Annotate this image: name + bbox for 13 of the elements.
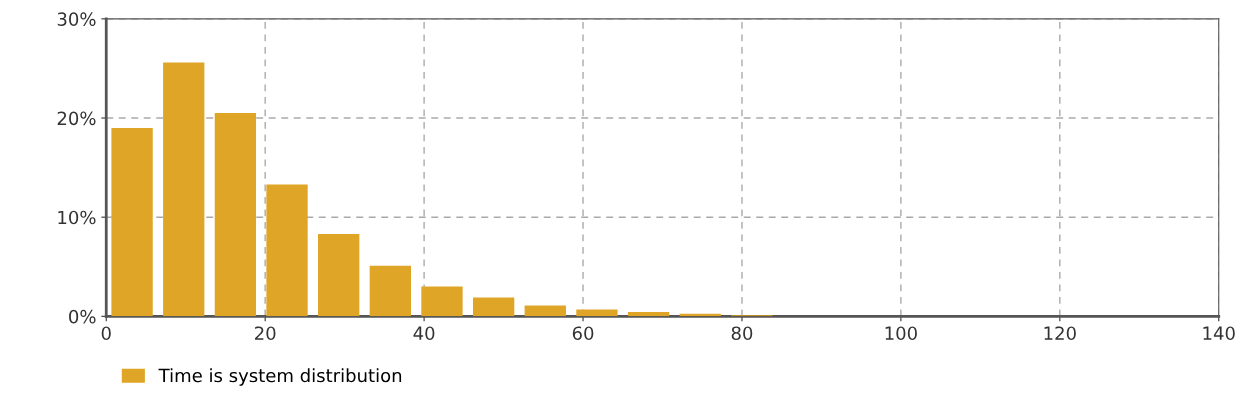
x-tick-label: 100 [885,326,917,341]
x-tick-label: 120 [1044,326,1076,341]
y-tick-label: 10% [58,210,96,225]
y-tick-label: 30% [57,12,96,26]
legend-label: Time is system distribution [158,368,402,386]
y-tick-label: 20% [57,111,96,126]
x-tick-label: 40 [413,326,435,341]
x-tick-label: 140 [1203,326,1235,341]
x-tick-label: 60 [572,326,594,341]
y-tick-label: 0% [69,309,96,324]
x-tick-label: 20 [255,326,276,341]
x-tick-label: 0 [101,326,111,341]
x-tick-label: 80 [731,326,753,341]
